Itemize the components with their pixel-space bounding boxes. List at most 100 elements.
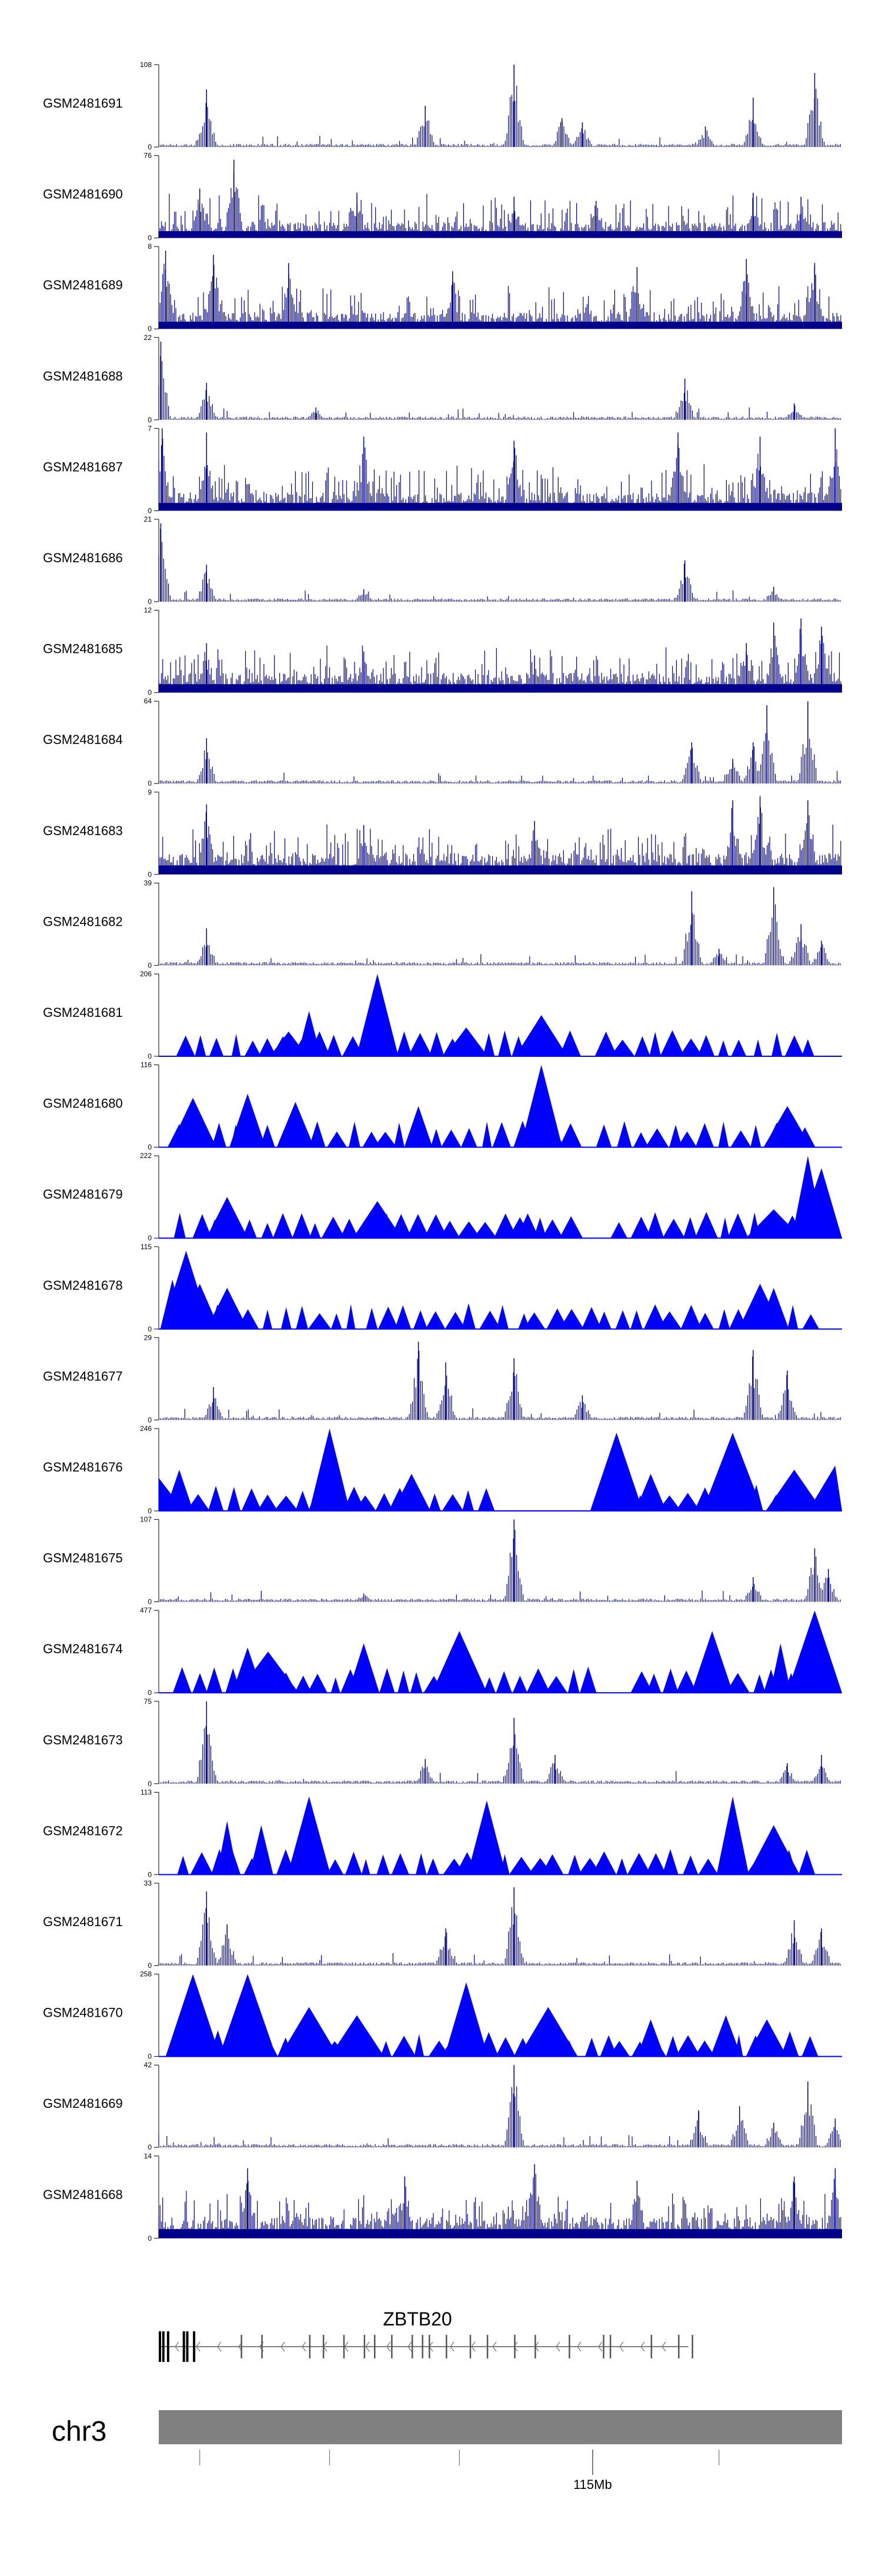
signal-bars: [158, 263, 841, 329]
track-max-label: 14: [144, 2152, 152, 2160]
strand-arrow-icon: [302, 2341, 306, 2352]
track-max-label: 33: [144, 1879, 152, 1887]
peak-region: [353, 1201, 402, 1239]
track-max-label: 42: [144, 2061, 152, 2069]
track-GSM2481673: GSM2481673 75 0: [43, 1697, 841, 1788]
exon: [569, 2335, 570, 2358]
strand-arrow-icon: [640, 2341, 645, 2352]
track-max-label: 107: [140, 1516, 152, 1524]
track-GSM2481690: GSM2481690 76 0: [43, 152, 842, 242]
peak-region: [404, 1106, 433, 1147]
track-max-label: 116: [141, 1061, 152, 1069]
peak-region: [637, 2019, 664, 2057]
track-min-label: 0: [148, 1507, 152, 1515]
strand-arrow-icon: [175, 2341, 179, 2352]
peak-region: [519, 2007, 578, 2057]
track-max-label: 246: [140, 1424, 152, 1433]
exon: [309, 2335, 311, 2358]
track-label: GSM2481673: [43, 1733, 123, 1747]
track-max-label: 222: [140, 1152, 152, 1160]
peak-region: [635, 1474, 666, 1511]
exon: [534, 2335, 536, 2358]
peak-region: [392, 1474, 431, 1511]
signal-floor: [159, 322, 842, 329]
peak-region: [797, 1168, 842, 1239]
track-min-label: 0: [148, 1143, 152, 1152]
peak-region: [160, 1279, 185, 1329]
signal-bars: [158, 85, 841, 147]
track-label: GSM2481681: [43, 1005, 123, 1020]
peak-region: [219, 1974, 276, 2057]
track-max-label: 21: [144, 515, 152, 523]
track-GSM2481680: GSM2481680 116 0: [43, 1061, 842, 1152]
track-min-label: 0: [148, 416, 152, 424]
exon: [469, 2335, 472, 2358]
track-label: GSM2481679: [43, 1187, 123, 1202]
peak-region: [590, 1433, 643, 1511]
track-max-label: 477: [140, 1606, 152, 1614]
peak-region: [710, 2015, 741, 2057]
exon: [162, 2331, 165, 2362]
peak-region: [432, 1631, 487, 1693]
track-GSM2481689: GSM2481689 8 0: [43, 242, 842, 333]
exon: [261, 2335, 263, 2358]
peak-region: [159, 1478, 184, 1511]
peak-region: [169, 1097, 216, 1147]
track-GSM2481672: GSM2481672 113 0: [43, 1788, 842, 1878]
track-min-label: 0: [148, 1780, 152, 1788]
peak-region: [759, 1287, 789, 1329]
peak-region: [516, 1213, 539, 1239]
exon: [343, 2335, 345, 2358]
signal-bars: [158, 899, 841, 966]
strand-arrow-icon: [217, 2341, 222, 2352]
track-label: GSM2481687: [43, 459, 123, 474]
track-label: GSM2481672: [43, 1823, 123, 1838]
peak-region: [297, 1011, 321, 1056]
strand-arrow-icon: [513, 2341, 518, 2352]
track-label: GSM2481677: [43, 1369, 123, 1383]
strand-arrow-icon: [662, 2341, 666, 2352]
track-min-label: 0: [148, 2143, 152, 2151]
track-max-label: 7: [148, 424, 152, 432]
signal-bars: [158, 439, 841, 511]
signal-floor: [159, 865, 842, 875]
coverage-region: [172, 1303, 820, 1329]
peak-region: [269, 1032, 308, 1056]
exon: [429, 2335, 430, 2358]
signal-bars: [158, 529, 841, 602]
track-label: GSM2481682: [43, 914, 123, 929]
strand-arrow-icon: [577, 2341, 582, 2352]
peak-region: [770, 1643, 791, 1693]
exon: [193, 2331, 196, 2362]
strand-arrow-icon: [386, 2341, 391, 2352]
peak-region: [766, 1470, 823, 1511]
coverage-region: [167, 1120, 816, 1147]
track-min-label: 0: [148, 598, 152, 606]
peak-region: [216, 1821, 238, 1875]
peak-region: [747, 2019, 787, 2057]
exon: [391, 2335, 393, 2358]
peak-region: [206, 1287, 248, 1329]
track-label: GSM2481680: [43, 1096, 123, 1111]
track-GSM2481685: GSM2481685 12 0: [43, 606, 842, 697]
chromosome-name: chr3: [52, 2416, 106, 2447]
track-label: GSM2481675: [43, 1551, 123, 1566]
track-min-label: 0: [148, 1870, 152, 1878]
track-min-label: 0: [148, 1325, 152, 1333]
track-label: GSM2481678: [43, 1278, 123, 1293]
exon: [186, 2331, 189, 2362]
signal-bars: [158, 356, 841, 420]
peak-region: [702, 1433, 763, 1511]
track-min-label: 0: [148, 2234, 152, 2243]
track-label: GSM2481671: [43, 1914, 123, 1929]
peak-region: [237, 1651, 299, 1693]
track-max-label: 39: [144, 879, 152, 887]
track-min-label: 0: [148, 1689, 152, 1697]
track-max-label: 258: [140, 1970, 152, 1978]
track-GSM2481674: GSM2481674 477 0: [43, 1606, 842, 1697]
signal-floor: [159, 684, 842, 693]
peak-region: [279, 2007, 339, 2057]
track-label: GSM2481691: [43, 96, 123, 111]
track-label: GSM2481690: [43, 187, 123, 202]
peak-region: [746, 1209, 802, 1239]
